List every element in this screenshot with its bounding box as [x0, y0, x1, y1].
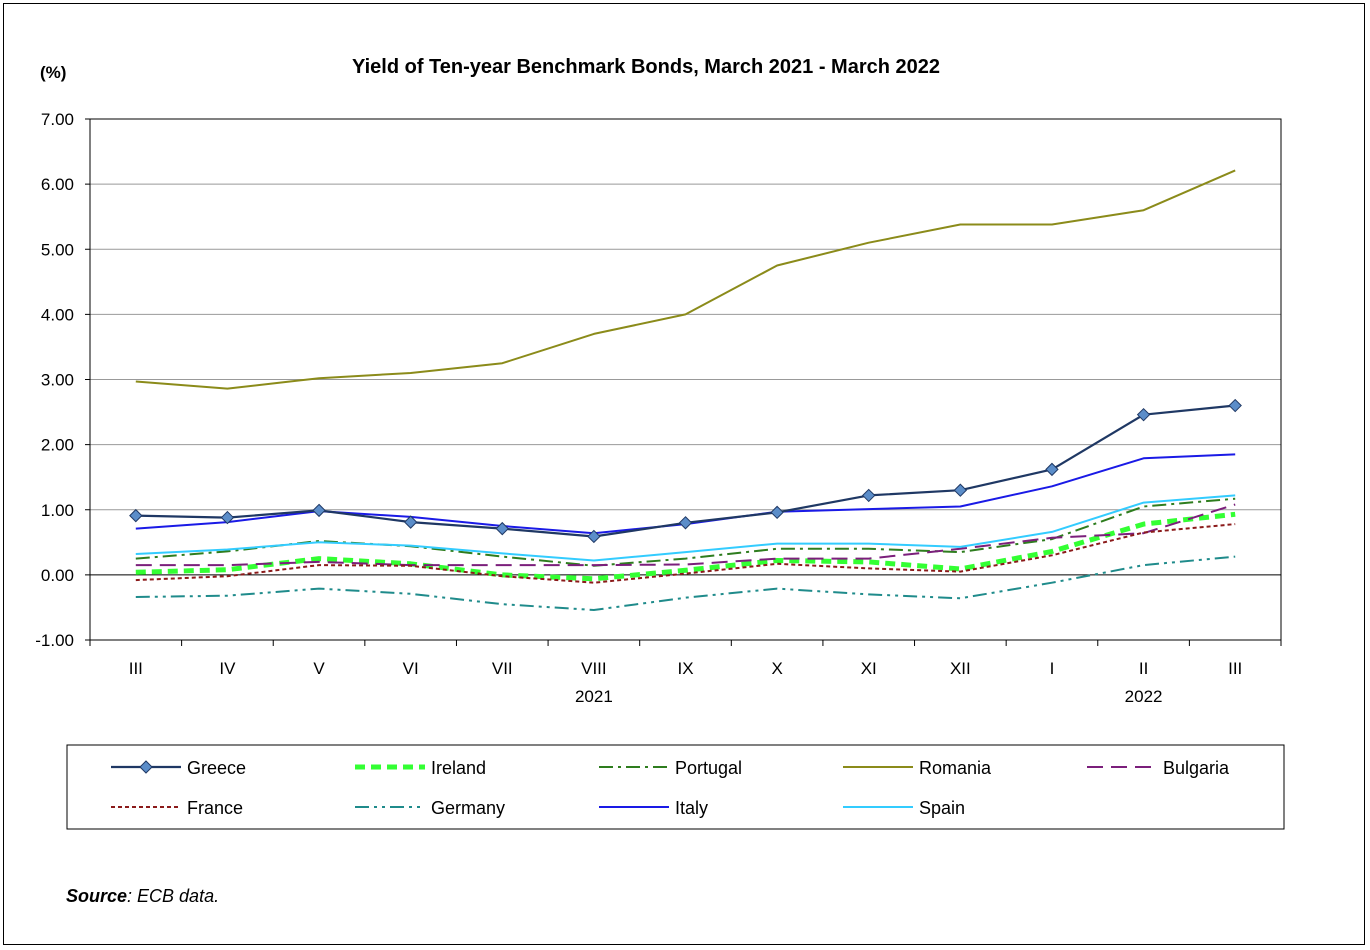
legend-marker-greece — [139, 760, 153, 774]
data-point-greece — [1228, 398, 1242, 413]
data-point-greece — [587, 529, 601, 544]
legend-label-germany: Germany — [431, 798, 505, 818]
x-tick-label: IV — [219, 659, 236, 678]
data-point-greece — [953, 483, 968, 497]
source-note: Source: ECB data. — [66, 886, 219, 907]
legend-label-france: France — [187, 798, 243, 818]
x-tick-label: III — [129, 659, 143, 678]
series-line-portugal — [135, 497, 1236, 567]
legend-label-portugal: Portugal — [675, 758, 742, 778]
series-line-romania — [135, 169, 1236, 390]
y-tick-label: 6.00 — [41, 175, 74, 194]
x-tick-label: VIII — [581, 659, 607, 678]
series-line-ireland — [135, 511, 1236, 582]
chart-frame — [3, 3, 1365, 945]
y-tick-label: 1.00 — [41, 501, 74, 520]
x-year-label: 2021 — [575, 687, 613, 706]
y-tick-label: 0.00 — [41, 566, 74, 585]
legend-label-ireland: Ireland — [431, 758, 486, 778]
x-tick-label: XI — [861, 659, 877, 678]
data-point-greece — [129, 508, 143, 523]
legend-label-bulgaria: Bulgaria — [1163, 758, 1230, 778]
series-line-france — [135, 523, 1236, 584]
y-tick-label: 5.00 — [41, 240, 74, 259]
y-unit-label: (%) — [40, 63, 66, 82]
legend-label-romania: Romania — [919, 758, 992, 778]
x-tick-label: IX — [677, 659, 693, 678]
x-tick-label: VI — [403, 659, 419, 678]
x-tick-label: III — [1228, 659, 1242, 678]
source-text: : ECB data. — [127, 886, 220, 906]
series-line-spain — [135, 494, 1236, 562]
data-point-greece — [770, 505, 784, 520]
series-line-bulgaria — [135, 503, 1236, 567]
data-point-greece — [862, 488, 876, 503]
x-tick-label: VII — [492, 659, 513, 678]
x-tick-label: X — [771, 659, 782, 678]
legend-label-italy: Italy — [675, 798, 708, 818]
data-point-greece — [220, 510, 235, 525]
legend-label-greece: Greece — [187, 758, 246, 778]
legend-box — [66, 744, 1285, 830]
x-tick-label: II — [1139, 659, 1148, 678]
plot-border — [89, 118, 1282, 641]
y-tick-label: 3.00 — [41, 371, 74, 390]
data-point-greece — [312, 503, 326, 518]
chart-title: Yield of Ten-year Benchmark Bonds, March… — [352, 56, 940, 78]
y-tick-label: 4.00 — [41, 305, 74, 324]
data-point-greece — [1136, 407, 1151, 422]
series-line-germany — [135, 555, 1236, 611]
data-point-greece — [1045, 462, 1059, 477]
y-tick-label: -1.00 — [35, 631, 74, 650]
x-tick-label: V — [313, 659, 325, 678]
data-point-greece — [678, 516, 693, 530]
y-tick-label: 7.00 — [41, 110, 74, 129]
y-tick-label: 2.00 — [41, 436, 74, 455]
source-label: Source — [66, 886, 128, 906]
x-tick-label: XII — [950, 659, 971, 678]
data-point-greece — [403, 515, 418, 529]
x-tick-label: I — [1050, 659, 1055, 678]
x-year-label: 2022 — [1125, 687, 1163, 706]
data-point-greece — [495, 521, 509, 536]
legend-label-spain: Spain — [919, 798, 965, 818]
